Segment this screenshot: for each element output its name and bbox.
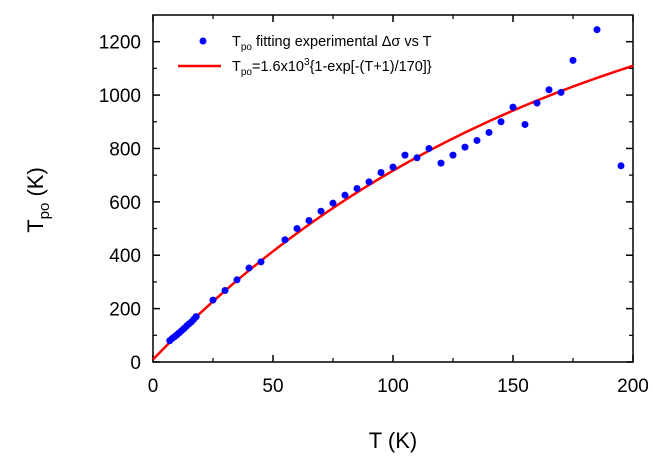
data-point [353, 185, 361, 192]
data-point [192, 313, 200, 321]
fit-series [152, 64, 634, 361]
y-axis-title: Tpo (K) [23, 167, 53, 233]
data-point [593, 26, 601, 34]
data-point [293, 225, 301, 233]
data-point [569, 56, 577, 64]
data-point [437, 159, 445, 167]
legend-label-fit: Tpo=1.6x103{1-exp[-(T+1)/170]} [232, 57, 432, 78]
data-point [281, 236, 289, 244]
data-point [389, 163, 397, 171]
y-tick-label: 1000 [99, 86, 141, 107]
data-point [221, 286, 229, 294]
data-point [557, 88, 565, 96]
data-point [209, 296, 217, 304]
data-point [425, 144, 433, 152]
x-tick-label: 200 [617, 376, 649, 397]
x-tick-label: 0 [148, 376, 159, 397]
legend-label-points: Tpo fitting experimental Δσ vs T [232, 34, 432, 53]
data-point [329, 199, 337, 207]
data-point [257, 258, 265, 266]
y-tick-label: 0 [130, 353, 141, 374]
x-tick-label: 50 [262, 376, 283, 397]
y-axis-ticks: 0 200 400 600 800 1000 1200 [99, 33, 633, 374]
x-axis-ticks: 0 50 100 150 200 [148, 15, 649, 397]
data-point [545, 86, 553, 94]
fit-curve [152, 64, 634, 361]
data-point [521, 120, 529, 128]
y-tick-label: 800 [109, 139, 141, 160]
data-point [485, 128, 493, 136]
data-point [233, 276, 241, 284]
y-tick-label: 1200 [99, 33, 141, 54]
x-tick-label: 100 [377, 376, 409, 397]
y-axis-title-main: T [23, 219, 48, 232]
data-point [449, 151, 457, 159]
data-point [509, 103, 517, 111]
y-axis-title-unit: (K) [23, 167, 48, 202]
data-point [317, 207, 325, 215]
data-point [245, 264, 253, 272]
data-point [617, 162, 625, 170]
y-tick-label: 600 [109, 193, 141, 214]
data-point [341, 191, 349, 199]
x-tick-label: 150 [497, 376, 529, 397]
data-point [461, 143, 469, 151]
data-point [305, 217, 313, 225]
legend: Tpo fitting experimental Δσ vs T Tpo=1.6… [178, 34, 432, 78]
y-axis-title-sub: po [36, 203, 53, 220]
data-point [473, 136, 481, 144]
data-point [533, 99, 541, 107]
y-tick-label: 400 [109, 246, 141, 267]
x-axis-title: T (K) [369, 428, 417, 453]
data-point [377, 168, 385, 176]
data-point [401, 151, 409, 159]
data-point [413, 154, 421, 162]
points-series [166, 26, 625, 345]
data-point [497, 118, 505, 126]
data-point [365, 178, 373, 186]
y-tick-label: 200 [109, 300, 141, 321]
legend-point-marker [199, 37, 207, 45]
